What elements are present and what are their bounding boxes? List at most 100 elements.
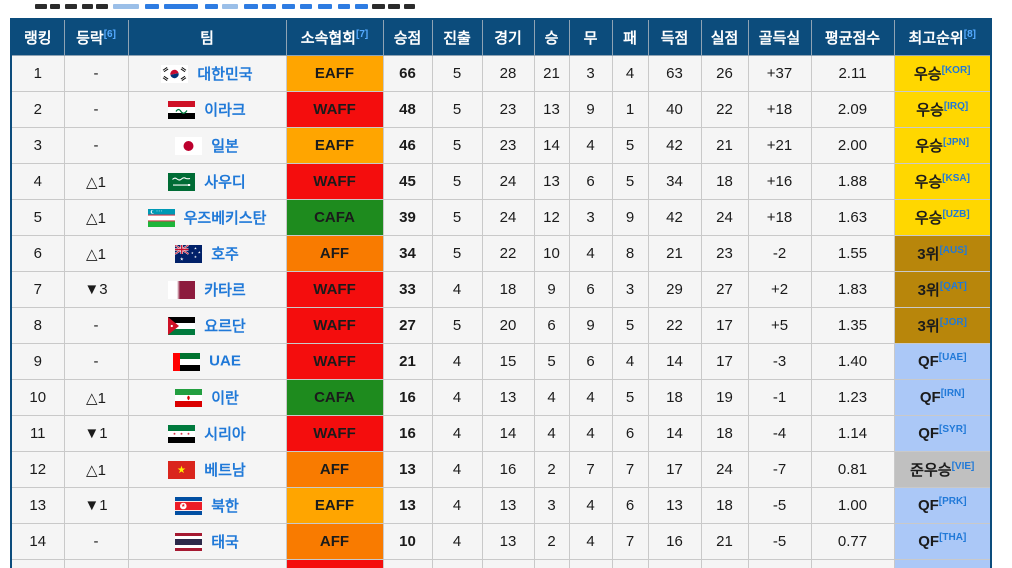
best-rank-cell: 우승[JPN] [893, 127, 992, 164]
goal-diff-cell: -4 [747, 415, 812, 452]
team-link[interactable]: UAE [209, 353, 241, 371]
team-link[interactable]: 일본 [211, 138, 239, 155]
team-cell: 대한민국 [127, 55, 287, 92]
column-header-label: 소속협회 [300, 30, 356, 47]
best-rank-label: 우승 [916, 102, 944, 119]
footnote-link[interactable]: [7] [355, 29, 369, 40]
losses-cell: 1 [611, 91, 649, 128]
header-row: 랭킹 등락[6] 팀 소속협회[7] 승점 진출 경기 승 무 패 득점 실점 골득실 평균점수 최고순위[… [10, 18, 992, 56]
column-header-label: 랭킹 [23, 30, 52, 47]
points-cell: 27 [382, 307, 433, 344]
rank-cell [10, 559, 65, 568]
rank-change-cell: △1 [63, 199, 129, 236]
table-row-4: 4 △1 사우디 WAFF 45 5 24 13 6 5 34 18 +16 1.88 우승[KSA] [10, 163, 992, 200]
column-header-2: 팀 [127, 18, 287, 56]
losses-cell: 4 [611, 343, 649, 380]
flag-jor-icon [168, 316, 196, 335]
best-rank-cell: 우승[IRQ] [893, 91, 992, 128]
flag-irq-icon [168, 100, 196, 119]
team-link[interactable]: 이라크 [204, 102, 246, 119]
goal-diff-cell: +18 [747, 91, 812, 128]
rank-cell: 6 [10, 235, 65, 272]
goal-diff-cell: -2 [747, 235, 812, 272]
best-rank-footnote-link[interactable]: [KSA] [942, 173, 970, 184]
wins-cell: 2 [533, 523, 570, 560]
wins-cell: 4 [533, 415, 570, 452]
confederation-cell: EAFF [285, 55, 384, 92]
played-cell: 15 [481, 343, 535, 380]
svg-text:★: ★ [187, 432, 190, 436]
best-rank-footnote-link[interactable]: [THA] [939, 532, 967, 543]
losses-cell: 8 [611, 235, 649, 272]
played-cell: 22 [481, 235, 535, 272]
best-rank-footnote-link[interactable]: [SYR] [939, 424, 967, 435]
best-rank-footnote-link[interactable]: [AUS] [939, 245, 968, 256]
goals-against-cell: 17 [700, 307, 749, 344]
team-link[interactable]: 카타르 [204, 282, 246, 299]
team-cell [127, 559, 287, 568]
team-link[interactable]: 시리아 [204, 426, 246, 443]
best-rank-footnote-link[interactable]: [KOR] [941, 65, 971, 76]
best-rank-cell: QF[UAE] [893, 343, 992, 380]
best-rank-footnote-link[interactable]: [UZB] [942, 209, 970, 220]
best-rank-footnote-link[interactable]: [JPN] [942, 137, 970, 148]
goal-diff-cell: -5 [747, 523, 812, 560]
rank-cell: 8 [10, 307, 65, 344]
played-cell: 23 [481, 91, 535, 128]
rank-change-cell: △1 [63, 235, 129, 272]
goals-against-cell: 21 [700, 127, 749, 164]
column-header-10: 득점 [647, 18, 702, 56]
best-rank-label: 준우승 [910, 462, 952, 479]
wins-cell: 2 [533, 451, 570, 488]
column-header-14: 최고순위[8] [893, 18, 992, 56]
best-rank-footnote-link[interactable]: [UAE] [938, 352, 967, 363]
team-link[interactable]: 대한민국 [197, 66, 253, 83]
best-rank-cell: 3위[JOR] [893, 307, 992, 344]
goals-against-cell: 18 [700, 415, 749, 452]
goals-for-cell [647, 559, 702, 568]
played-cell: 13 [481, 523, 535, 560]
team-link[interactable]: 우즈베키스탄 [183, 210, 267, 227]
best-rank-cell: QF[IRN] [893, 379, 992, 416]
best-rank-footnote-link[interactable]: [QAT] [939, 281, 967, 292]
best-rank-footnote-link[interactable]: [VIE] [951, 461, 975, 472]
column-header-13: 평균점수 [810, 18, 895, 56]
entries-cell: 4 [431, 379, 483, 416]
footnote-link[interactable]: [8] [963, 29, 976, 40]
team-link[interactable]: 요르단 [204, 318, 246, 335]
team-link[interactable]: 북한 [211, 498, 239, 515]
draws-cell: 7 [568, 451, 613, 488]
points-cell: 13 [382, 487, 433, 524]
best-rank-cell: 3위[QAT] [893, 271, 992, 308]
team-link[interactable]: 이란 [211, 390, 239, 407]
best-rank-footnote-link[interactable]: [IRN] [940, 388, 965, 399]
team-link[interactable]: 호주 [211, 246, 239, 263]
rank-cell: 9 [10, 343, 65, 380]
team-link[interactable]: 베트남 [204, 462, 246, 479]
goals-for-cell: 34 [647, 163, 702, 200]
table-row-7: 7 ▼3 카타르 WAFF 33 4 18 9 6 3 29 27 +2 1.83 3위[QAT] [10, 271, 992, 308]
best-rank-footnote-link[interactable]: [IRQ] [943, 101, 969, 112]
column-header-7: 승 [533, 18, 570, 56]
best-rank-label: 3위 [917, 318, 940, 335]
team-cell: 이라크 [127, 91, 287, 128]
goals-against-cell [700, 559, 749, 568]
rank-cell: 12 [10, 451, 65, 488]
best-rank-footnote-link[interactable]: [JOR] [939, 317, 967, 328]
draws-cell: 4 [568, 415, 613, 452]
best-rank-footnote-link[interactable]: [PRK] [938, 496, 967, 507]
svg-text:★: ★ [194, 255, 197, 259]
flag-jpn-icon [175, 136, 203, 155]
goal-diff-cell: -3 [747, 343, 812, 380]
rank-cell: 2 [10, 91, 65, 128]
losses-cell: 3 [611, 271, 649, 308]
goals-against-cell: 26 [700, 55, 749, 92]
footnote-link[interactable]: [6] [103, 29, 116, 40]
team-link[interactable]: 사우디 [204, 174, 246, 191]
confederation-cell: WAFF [285, 307, 384, 344]
column-header-label: 승 [544, 30, 559, 47]
wins-cell: 14 [533, 127, 570, 164]
team-link[interactable]: 태국 [211, 534, 239, 551]
avg-points-cell: 2.11 [810, 55, 895, 92]
